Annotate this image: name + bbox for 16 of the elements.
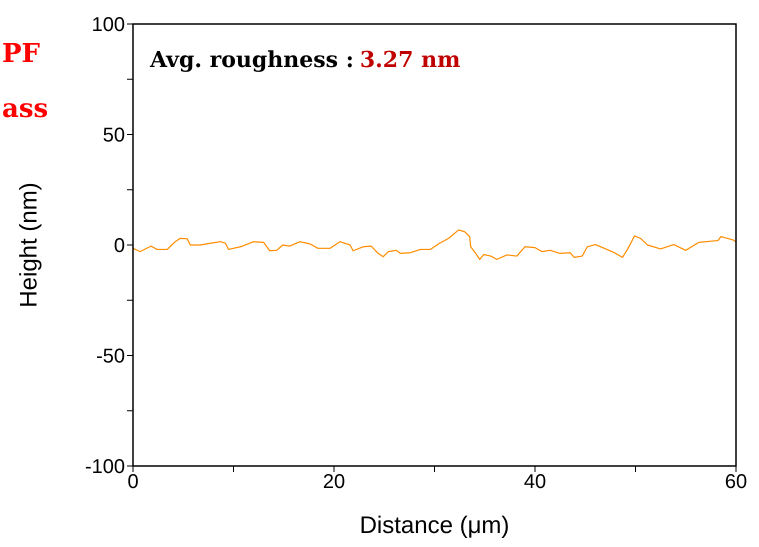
text: PF bbox=[2, 39, 41, 69]
x-tick-label: 60 bbox=[724, 471, 748, 494]
y-axis-title: Height (nm) bbox=[16, 182, 43, 308]
y-tick-label: 100 bbox=[92, 14, 125, 36]
y-tick-label: 50 bbox=[102, 124, 125, 147]
annotation: Avg. roughness : bbox=[149, 47, 354, 73]
y-tick-label: -100 bbox=[84, 456, 125, 478]
y-tick-label: 0 bbox=[114, 235, 125, 258]
x-axis-title: Distance (μm) bbox=[360, 512, 510, 539]
x-tick-label: 40 bbox=[524, 471, 546, 494]
x-tick-label: 20 bbox=[322, 471, 346, 494]
line-series bbox=[133, 229, 736, 260]
text: ass bbox=[2, 94, 48, 124]
x-tick-label: 0 bbox=[127, 471, 139, 494]
annotation: 3.27 nm bbox=[360, 47, 460, 73]
y-tick-label: -50 bbox=[96, 346, 125, 368]
